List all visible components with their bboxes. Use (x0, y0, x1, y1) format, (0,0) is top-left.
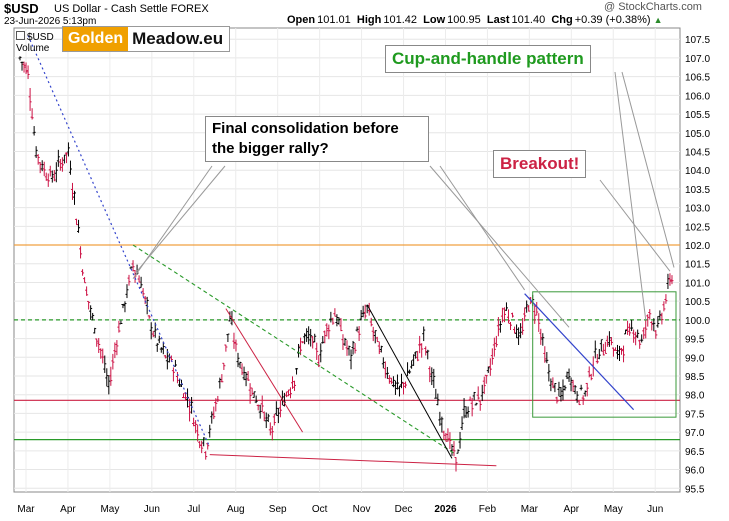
annotation-breakout: Breakout! (493, 150, 587, 178)
x-tick-label: Mar (17, 504, 35, 515)
logo-golden: Golden (63, 27, 129, 51)
chart-symbol: $USD (4, 1, 39, 16)
x-tick-label: Sep (269, 504, 287, 515)
last-value: 101.40 (511, 14, 546, 26)
x-tick-label: Jun (647, 504, 663, 515)
logo-meadow: Meadow.eu (132, 29, 224, 48)
y-tick-label: 100.5 (685, 297, 710, 308)
x-tick-label: Dec (395, 504, 413, 515)
plot-frame (13, 27, 681, 493)
green-dashed-trendline (132, 244, 457, 456)
y-tick-label: 105.0 (685, 129, 710, 140)
y-tick-label: 102.5 (685, 222, 710, 233)
x-tick-label: Mar (521, 504, 539, 515)
x-tick-label: 2026 (434, 504, 457, 515)
y-tick-label: 107.0 (685, 54, 710, 65)
callout-line (439, 165, 526, 291)
x-tick-label: Feb (479, 504, 497, 515)
high-value: 101.42 (383, 14, 418, 26)
y-tick-label: 101.0 (685, 278, 710, 289)
y-tick-label: 97.5 (685, 409, 705, 420)
annotation-cup-and-handle: Cup-and-handle pattern (385, 45, 591, 73)
y-tick-label: 105.5 (685, 110, 710, 121)
chart-date: 23-Jun-2026 5:13pm (4, 16, 97, 27)
x-tick-label: Aug (227, 504, 245, 515)
x-tick-label: May (100, 504, 119, 515)
legend-series: $USD (16, 31, 54, 43)
y-tick-label: 102.0 (685, 241, 710, 252)
callout-line (614, 71, 647, 320)
open-value: 101.01 (317, 14, 351, 26)
annotation-consolidation: Final consolidation before the bigger ra… (205, 116, 429, 162)
y-tick-label: 98.0 (685, 391, 705, 402)
y-tick-label: 95.5 (685, 484, 705, 495)
chg-value: +0.39 (+0.38%) (574, 14, 651, 26)
x-tick-label: Nov (353, 504, 371, 515)
x-tick-label: Jun (144, 504, 160, 515)
y-tick-label: 97.0 (685, 428, 705, 439)
ohlc-readout: Open 101.01 High 101.42 Low 100.95 Last 101.… (287, 14, 663, 26)
y-tick-label: 101.5 (685, 260, 710, 271)
legend-swatch-icon (16, 31, 25, 40)
x-tick-label: Apr (60, 504, 76, 515)
chart-legend: $USD Volume (16, 31, 54, 54)
callout-line (621, 71, 675, 268)
x-tick-label: May (604, 504, 623, 515)
stockcharts-brand[interactable]: @ StockCharts.com (604, 1, 702, 13)
y-tick-label: 99.5 (685, 335, 705, 346)
legend-volume: Volume (16, 43, 50, 54)
chart-description: US Dollar - Cash Settle FOREX (54, 3, 209, 15)
red-base-trendline (209, 454, 497, 467)
black-falling-trendline (366, 304, 453, 459)
red-falling-trendline (225, 308, 304, 433)
y-tick-label: 100.0 (685, 316, 710, 327)
low-label: Low (423, 14, 446, 26)
blue-handle-trendline (524, 293, 635, 411)
callout-line (136, 165, 226, 272)
x-tick-label: Apr (564, 504, 580, 515)
last-label: Last (486, 14, 510, 26)
y-tick-label: 106.5 (685, 73, 710, 84)
y-tick-label: 96.0 (685, 466, 705, 477)
y-tick-label: 103.0 (685, 204, 710, 215)
goldenmeadow-logo: Golden Meadow.eu (62, 26, 231, 52)
y-tick-label: 107.5 (685, 35, 710, 46)
low-value: 100.95 (447, 14, 481, 26)
y-tick-label: 99.0 (685, 353, 705, 364)
callout-line (599, 179, 671, 272)
open-label: Open (287, 14, 316, 26)
y-tick-label: 104.5 (685, 147, 710, 158)
cup-handle-box (532, 291, 677, 418)
y-tick-label: 106.0 (685, 91, 710, 102)
y-tick-label: 104.0 (685, 166, 710, 177)
y-tick-label: 98.5 (685, 372, 705, 383)
up-arrow-icon: ▲ (653, 15, 663, 25)
y-tick-label: 96.5 (685, 447, 705, 458)
chg-label: Chg (551, 14, 573, 26)
callout-line (429, 165, 570, 328)
y-tick-label: 103.5 (685, 185, 710, 196)
x-tick-label: Oct (312, 504, 328, 515)
high-label: High (356, 14, 382, 26)
x-tick-label: Jul (187, 504, 200, 515)
